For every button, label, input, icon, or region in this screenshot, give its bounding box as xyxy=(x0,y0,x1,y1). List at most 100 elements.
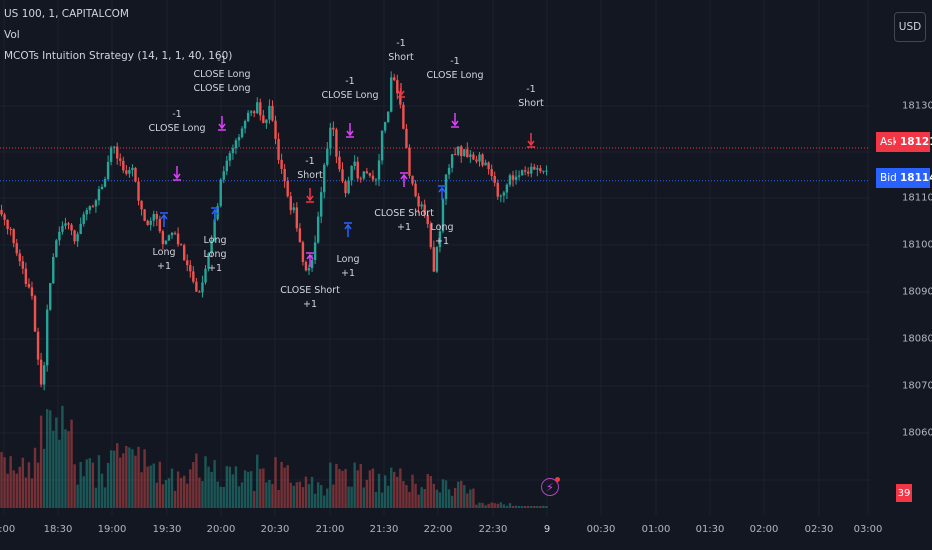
volume-bar xyxy=(520,506,524,508)
volume-bar xyxy=(447,489,451,508)
candle-body xyxy=(323,164,326,193)
volume-bar xyxy=(402,481,405,508)
candle-body xyxy=(173,232,177,234)
candle-body xyxy=(158,219,162,232)
volume-indicator-label[interactable]: Vol xyxy=(4,29,20,41)
symbol-title[interactable]: US 100, 1, CAPITALCOM xyxy=(4,8,129,20)
volume-bar xyxy=(481,502,484,508)
volume-bar xyxy=(319,485,323,508)
volume-bar xyxy=(100,473,104,508)
candle-body xyxy=(125,170,128,174)
volume-bar xyxy=(125,446,128,508)
volume-bar xyxy=(463,485,466,508)
price-chart[interactable]: -1 CLOSE Long Long +1 -1 CLOSE Long CLOSE Long… xyxy=(0,0,870,515)
signal-label: CLOSE Long xyxy=(193,69,250,80)
volume-bar xyxy=(411,474,414,508)
candle-body xyxy=(405,128,408,148)
volume-bar xyxy=(262,468,265,508)
chart-pane[interactable]: -1 CLOSE Long Long +1 -1 CLOSE Long CLOSE Long… xyxy=(0,0,870,515)
volume-bar xyxy=(426,474,429,508)
candle-body xyxy=(237,137,241,141)
signal-arrowhead xyxy=(397,90,405,97)
volume-bar xyxy=(386,485,390,508)
candle-body xyxy=(499,195,503,197)
candle-body xyxy=(283,168,286,182)
candle-body xyxy=(326,148,329,165)
currency-button[interactable]: USD xyxy=(894,12,926,42)
volume-bar xyxy=(164,480,168,508)
signal-arrowhead xyxy=(211,208,219,215)
volume-bar xyxy=(109,450,113,508)
candle-body xyxy=(380,130,384,161)
volume-bar xyxy=(70,419,73,508)
volume-bar xyxy=(64,429,67,508)
volume-bar xyxy=(432,483,436,508)
candle-body xyxy=(493,175,496,183)
candle-body xyxy=(475,159,478,162)
candle-body xyxy=(444,174,448,200)
volume-bar xyxy=(472,488,475,508)
signal-label: CLOSE Long xyxy=(193,83,250,94)
volume-bar xyxy=(128,447,131,508)
candle-body xyxy=(417,196,420,207)
volume-bar xyxy=(112,450,116,508)
candle-body xyxy=(152,214,155,221)
volume-bar xyxy=(289,482,292,508)
price-scale[interactable]: 18130.0 18110.0 18100.0 18090.0 18080.0 … xyxy=(870,0,932,515)
candle-body xyxy=(240,128,244,138)
time-tick: 03:00 xyxy=(853,524,883,535)
candle-body xyxy=(176,233,180,245)
volume-bar xyxy=(143,449,146,508)
candle-body xyxy=(265,119,268,123)
volume-bar xyxy=(52,430,55,508)
volume-bar xyxy=(198,477,201,508)
candle-body xyxy=(100,186,104,190)
volume-bar xyxy=(271,484,274,508)
volume-bar xyxy=(453,487,457,508)
volume-bar xyxy=(393,471,396,508)
candle-body xyxy=(91,206,95,208)
volume-bar xyxy=(414,483,417,508)
candle-body xyxy=(545,170,548,172)
candle-body xyxy=(253,111,256,114)
volume-bar xyxy=(277,489,280,508)
candle-body xyxy=(189,265,192,272)
candle-body xyxy=(484,162,487,166)
volume-bar xyxy=(207,466,210,508)
volume-bar xyxy=(523,506,527,508)
candle-body xyxy=(353,161,356,166)
signal-label: +1 xyxy=(208,263,222,274)
volume-bar xyxy=(61,405,64,508)
volume-bar xyxy=(240,482,244,508)
candle-body xyxy=(9,228,12,230)
signal-arrowhead xyxy=(218,123,226,130)
candle-body xyxy=(24,268,28,284)
signal-arrowhead xyxy=(173,173,181,180)
volume-bar xyxy=(536,506,539,508)
signal-label: +1 xyxy=(435,236,449,247)
candle-body xyxy=(49,283,52,310)
volume-bar xyxy=(234,466,238,508)
volume-bar xyxy=(155,482,158,508)
candle-body xyxy=(262,115,265,123)
volume-bar xyxy=(27,462,31,508)
signal-label: CLOSE Short xyxy=(280,285,340,296)
candle-body xyxy=(450,154,454,168)
signal-label: -1 xyxy=(305,156,314,167)
candle-body xyxy=(82,214,85,224)
candle-body xyxy=(374,179,378,181)
volume-bar xyxy=(444,480,448,508)
volume-bar xyxy=(192,462,195,508)
volume-bar xyxy=(344,468,347,508)
volume-bar xyxy=(280,461,283,508)
volume-bar xyxy=(246,471,250,508)
time-scale[interactable]: 8:00 18:30 19:00 19:30 20:00 20:30 21:00… xyxy=(0,515,932,550)
candle-body xyxy=(523,170,527,172)
strategy-indicator-label[interactable]: MCOTs Intuition Strategy (14, 1, 1, 40, … xyxy=(4,50,233,62)
candle-body xyxy=(280,159,283,169)
time-tick: 19:30 xyxy=(152,524,182,535)
candle-body xyxy=(97,189,101,201)
volume-bar xyxy=(292,485,295,508)
lightning-icon[interactable]: ⚡ xyxy=(541,477,560,496)
volume-bar xyxy=(161,484,165,508)
